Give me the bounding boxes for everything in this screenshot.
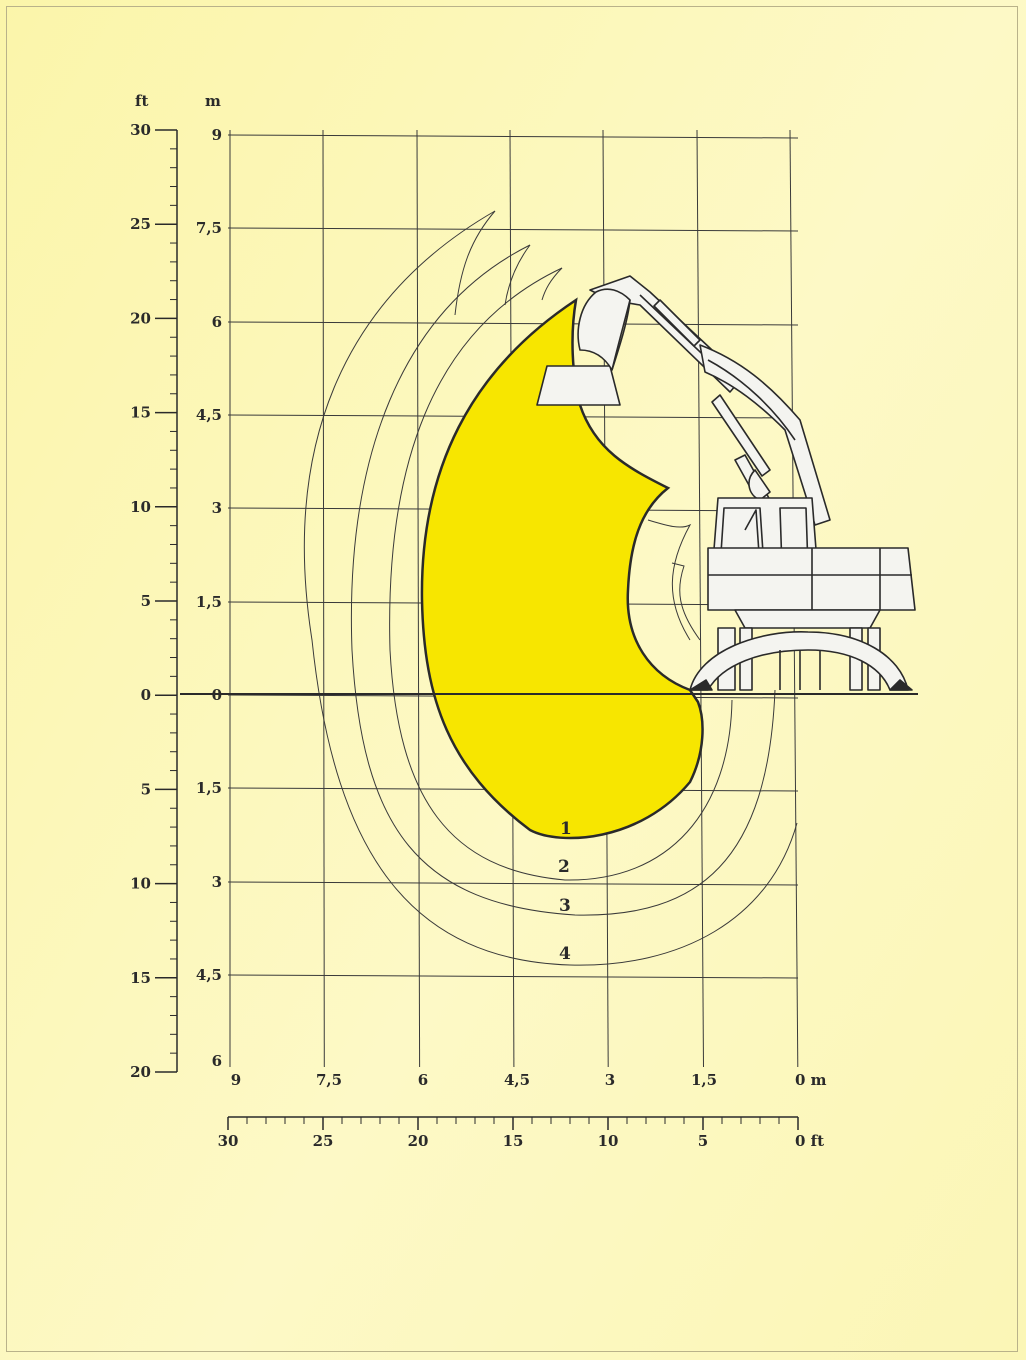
m-tick-label: 3 [212,499,222,517]
m-tick-label: 0 [212,686,222,704]
grid-hline [227,321,799,326]
m-tick-label: 1,5 [196,779,222,797]
m-tick-label: 6 [212,1052,222,1070]
grid-vline [416,129,421,1068]
ft-tick-label: 25 [130,215,151,233]
curve-label-3: 3 [559,896,571,916]
page-border [6,6,1018,1352]
ft-tick-label: 5 [141,780,151,798]
grid-hline [227,134,799,139]
excavator-icon [536,275,916,691]
bucket-icon [577,288,631,371]
bottom-ft-tick-label: 20 [408,1132,429,1150]
envelope-curve-2-inner [541,267,563,301]
bottom-axes: 9 7,5 6 4,5 3 1,5 30 25 20 15 10 5 0 m 0 ft [218,1071,827,1150]
grid-vline [322,129,325,1068]
bottom-ft-unit: 0 ft [795,1132,824,1150]
bottom-m-tick-label: 9 [231,1071,241,1089]
ft-tick-label: 5 [141,592,151,610]
envelope-curve-4-inner [454,210,496,316]
m-tick-label: 9 [212,126,222,144]
bottom-m-tick-label: 3 [605,1071,615,1089]
bottom-ft-tick-label: 15 [503,1132,524,1150]
m-tick-label: 6 [212,313,222,331]
grid [227,129,799,1068]
bottom-m-tick-label: 6 [418,1071,428,1089]
grid-hline [227,881,799,886]
bottom-ft-tick-label: 25 [313,1132,334,1150]
bottom-m-tick-label: 4,5 [504,1071,530,1089]
curve-label-1: 1 [560,819,572,839]
m-tick-label: 4,5 [196,966,222,984]
curve-label-2: 2 [558,857,570,877]
left-axes: 30 25 20 15 10 5 0 5 10 15 20 9 7,5 6 4,5 3 1,5 0 1,5 3 4,5… [130,92,222,1081]
bottom-ft-tick-label: 10 [598,1132,619,1150]
ft-tick-label: 15 [130,969,151,987]
bottom-ft-tick-label: 30 [218,1132,239,1150]
envelope-curve-2 [389,267,733,881]
ft-tick-label: 20 [130,1063,151,1081]
grid-hline [227,227,799,232]
ft-tick-label: 10 [130,498,151,516]
inner-contour-b [671,562,701,641]
m-tick-label: 4,5 [196,406,222,424]
m-tick-label: 1,5 [196,593,222,611]
load-block-icon [536,365,621,406]
m-tick-label: 7,5 [196,219,222,237]
ft-tick-label: 15 [130,404,151,422]
grid-hline [227,974,799,979]
left-m-unit: m [205,92,221,110]
bottom-ft-tick-label: 5 [698,1132,708,1150]
work-area-curve-1 [420,297,704,840]
curve-label-4: 4 [559,944,571,964]
grid-vline [696,129,704,1068]
left-ft-unit: ft [135,92,148,110]
ft-tick-label: 0 [141,686,151,704]
envelope-curve-3 [350,244,776,916]
bottom-m-tick-label: 7,5 [316,1071,342,1089]
inner-contour-a [647,519,692,641]
m-tick-label: 3 [212,873,222,891]
envelope-curve-3-inner [504,244,531,306]
ft-tick-label: 20 [130,309,151,327]
ft-tick-label: 10 [130,875,151,893]
bottom-m-unit: 0 m [795,1071,827,1089]
ft-tick-label: 30 [130,121,151,139]
bottom-m-tick-label: 1,5 [691,1071,717,1089]
envelope-curve-4 [303,210,798,966]
